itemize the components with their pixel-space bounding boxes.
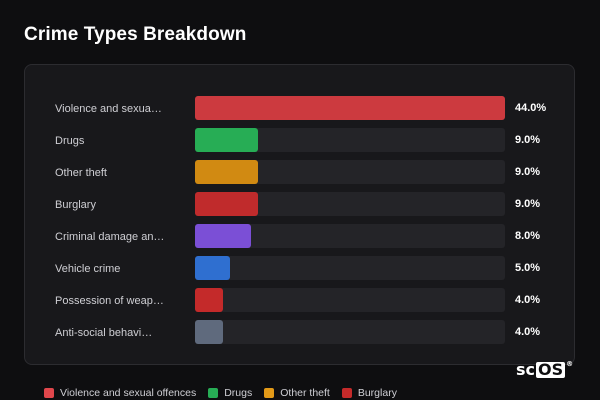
bar-label: Criminal damage an…: [55, 231, 165, 243]
bar-track: [195, 160, 505, 184]
legend-swatch: [44, 388, 54, 398]
bar-label: Vehicle crime: [55, 263, 121, 275]
legend-swatch: [264, 388, 275, 398]
legend-label: Other theft: [280, 387, 330, 399]
bar[interactable]: [195, 288, 223, 312]
bar-value-label: 9.0%: [515, 166, 541, 178]
bar-row: Other theft 9.0%: [25, 160, 574, 192]
bar-value-label: 4.0%: [515, 294, 541, 306]
bar-row: Criminal damage an… 8.0%: [25, 224, 574, 256]
bar-value-label: 9.0%: [515, 198, 541, 210]
bar-row: Vehicle crime 5.0%: [25, 256, 574, 288]
bar-value-label: 5.0%: [515, 262, 541, 274]
bar-row: Violence and sexua… 44.0%: [25, 96, 574, 128]
bar-track: [195, 320, 505, 344]
legend-swatch: [341, 388, 352, 398]
bar[interactable]: [195, 160, 258, 184]
bar-track: [195, 288, 505, 312]
bar-track: [195, 256, 505, 280]
logo-prefix: sc: [516, 360, 536, 379]
legend-item[interactable]: Drugs: [208, 386, 252, 400]
bar-row: Drugs 9.0%: [25, 128, 574, 160]
bar-value-label: 44.0%: [515, 102, 547, 114]
bar-label: Anti-social behavi…: [55, 327, 153, 339]
bar-row: Anti-social behavi… 4.0%: [25, 320, 574, 352]
bar[interactable]: [195, 128, 258, 152]
logo-registered-mark: ®: [566, 359, 574, 368]
bar-label: Drugs: [55, 135, 85, 147]
bar-value-label: 8.0%: [515, 230, 541, 242]
page-title: Crime Types Breakdown: [24, 24, 247, 45]
bar-label: Other theft: [55, 167, 107, 179]
bar-track: [195, 192, 505, 216]
legend-item[interactable]: Violence and sexual offences: [44, 386, 196, 400]
bar-label: Possession of weap…: [55, 295, 164, 307]
brand-logo: sc OS ®: [516, 359, 574, 380]
legend-label: Drugs: [224, 387, 253, 399]
bar-value-label: 4.0%: [515, 326, 541, 338]
legend-label: Violence and sexual offences: [60, 387, 197, 399]
bar[interactable]: [195, 224, 251, 248]
bar[interactable]: [195, 192, 258, 216]
bar-label: Burglary: [55, 199, 96, 211]
bar-track: [195, 96, 505, 120]
bar-track: [195, 128, 505, 152]
bar-value-label: 9.0%: [515, 134, 541, 146]
bar-row: Possession of weap… 4.0%: [25, 288, 574, 320]
bar-label: Violence and sexua…: [55, 103, 162, 115]
legend-swatch: [208, 388, 219, 398]
logo-box: OS: [536, 359, 566, 379]
bar-track: [195, 224, 505, 248]
chart-card: Violence and sexua… 44.0% Drugs 9.0% Other t…: [24, 64, 575, 365]
legend-item[interactable]: Other theft: [264, 386, 330, 400]
bar[interactable]: [195, 320, 223, 344]
bar[interactable]: [195, 96, 505, 120]
bar-row: Burglary 9.0%: [25, 192, 574, 224]
legend-item[interactable]: Burglary: [341, 386, 397, 400]
legend-label: Burglary: [357, 387, 397, 399]
chart-legend: Violence and sexual offences Drugs Other t…: [44, 386, 397, 400]
bar[interactable]: [195, 256, 230, 280]
